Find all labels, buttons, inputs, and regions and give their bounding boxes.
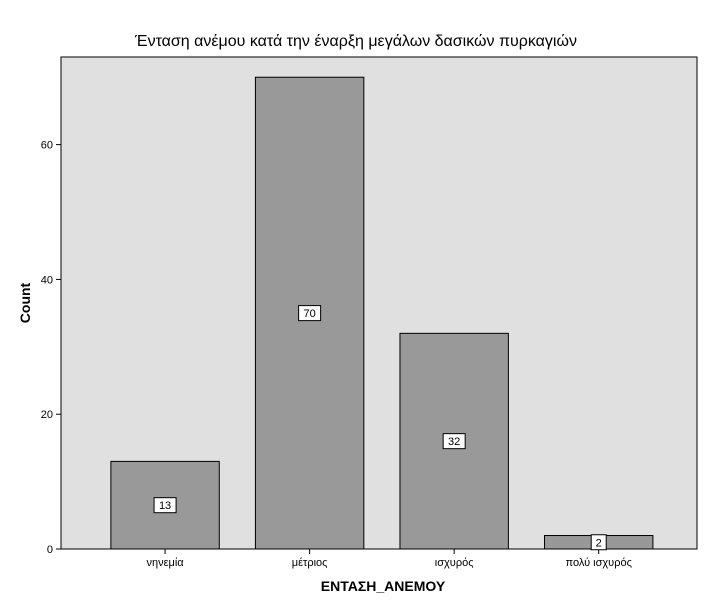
x-axis-title: ΕΝΤΑΣΗ_ΑΝΕΜΟΥ bbox=[321, 578, 446, 594]
y-tick-label: 60 bbox=[41, 140, 53, 152]
data-label: 32 bbox=[448, 436, 460, 448]
data-label: 2 bbox=[596, 537, 602, 549]
data-labels-group: 13 70 32 2 bbox=[153, 305, 607, 551]
data-label-box bbox=[298, 305, 322, 322]
y-tick-label: 20 bbox=[41, 409, 53, 421]
x-tick-label: πολύ ισχυρός bbox=[566, 557, 632, 569]
x-tick-label: ισχυρός bbox=[435, 557, 474, 569]
data-label-box bbox=[153, 497, 177, 514]
data-label: 13 bbox=[159, 500, 171, 512]
x-tick-label: μέτριος bbox=[292, 557, 328, 569]
y-tick-label: 0 bbox=[47, 544, 53, 556]
bars-group bbox=[110, 76, 654, 550]
y-axis-title: Count bbox=[17, 282, 33, 323]
y-tick-label: 40 bbox=[41, 274, 53, 286]
data-label: 70 bbox=[303, 308, 315, 320]
x-axis-ticks: νηνεμία μέτριος ισχυρός πολύ ισχυρός bbox=[146, 549, 632, 569]
chart-title: Ένταση ανέμου κατά την έναρξη μεγάλων δα… bbox=[134, 33, 577, 50]
y-axis-ticks: 0 20 40 60 bbox=[41, 140, 61, 556]
data-label-box bbox=[590, 534, 607, 551]
x-tick-label: νηνεμία bbox=[146, 557, 184, 569]
data-label-box bbox=[442, 433, 466, 450]
